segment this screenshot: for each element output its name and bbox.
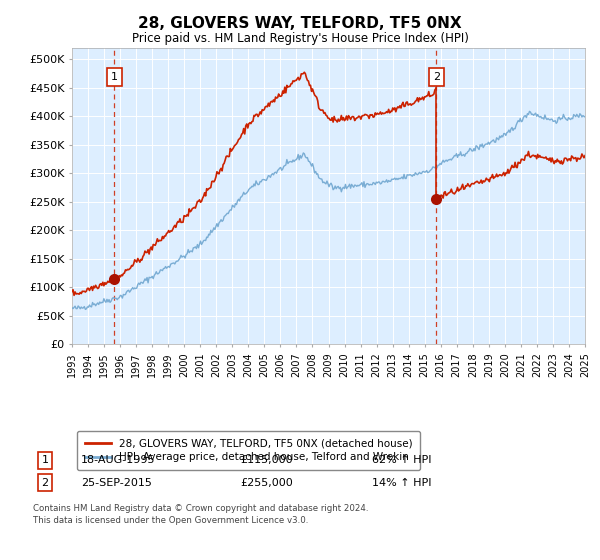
Text: 25-SEP-2015: 25-SEP-2015 <box>81 478 152 488</box>
Text: 1: 1 <box>41 455 49 465</box>
Legend: 28, GLOVERS WAY, TELFORD, TF5 0NX (detached house), HPI: Average price, detached: 28, GLOVERS WAY, TELFORD, TF5 0NX (detac… <box>77 431 420 470</box>
Text: 62% ↑ HPI: 62% ↑ HPI <box>372 455 431 465</box>
Text: 2: 2 <box>433 72 440 82</box>
Text: £115,000: £115,000 <box>240 455 293 465</box>
Text: 28, GLOVERS WAY, TELFORD, TF5 0NX: 28, GLOVERS WAY, TELFORD, TF5 0NX <box>138 16 462 31</box>
Text: 1: 1 <box>110 72 118 82</box>
Text: Price paid vs. HM Land Registry's House Price Index (HPI): Price paid vs. HM Land Registry's House … <box>131 32 469 45</box>
Text: Contains HM Land Registry data © Crown copyright and database right 2024.: Contains HM Land Registry data © Crown c… <box>33 504 368 513</box>
Text: 2: 2 <box>41 478 49 488</box>
Text: £255,000: £255,000 <box>240 478 293 488</box>
Text: 18-AUG-1995: 18-AUG-1995 <box>81 455 155 465</box>
Text: 14% ↑ HPI: 14% ↑ HPI <box>372 478 431 488</box>
Text: This data is licensed under the Open Government Licence v3.0.: This data is licensed under the Open Gov… <box>33 516 308 525</box>
